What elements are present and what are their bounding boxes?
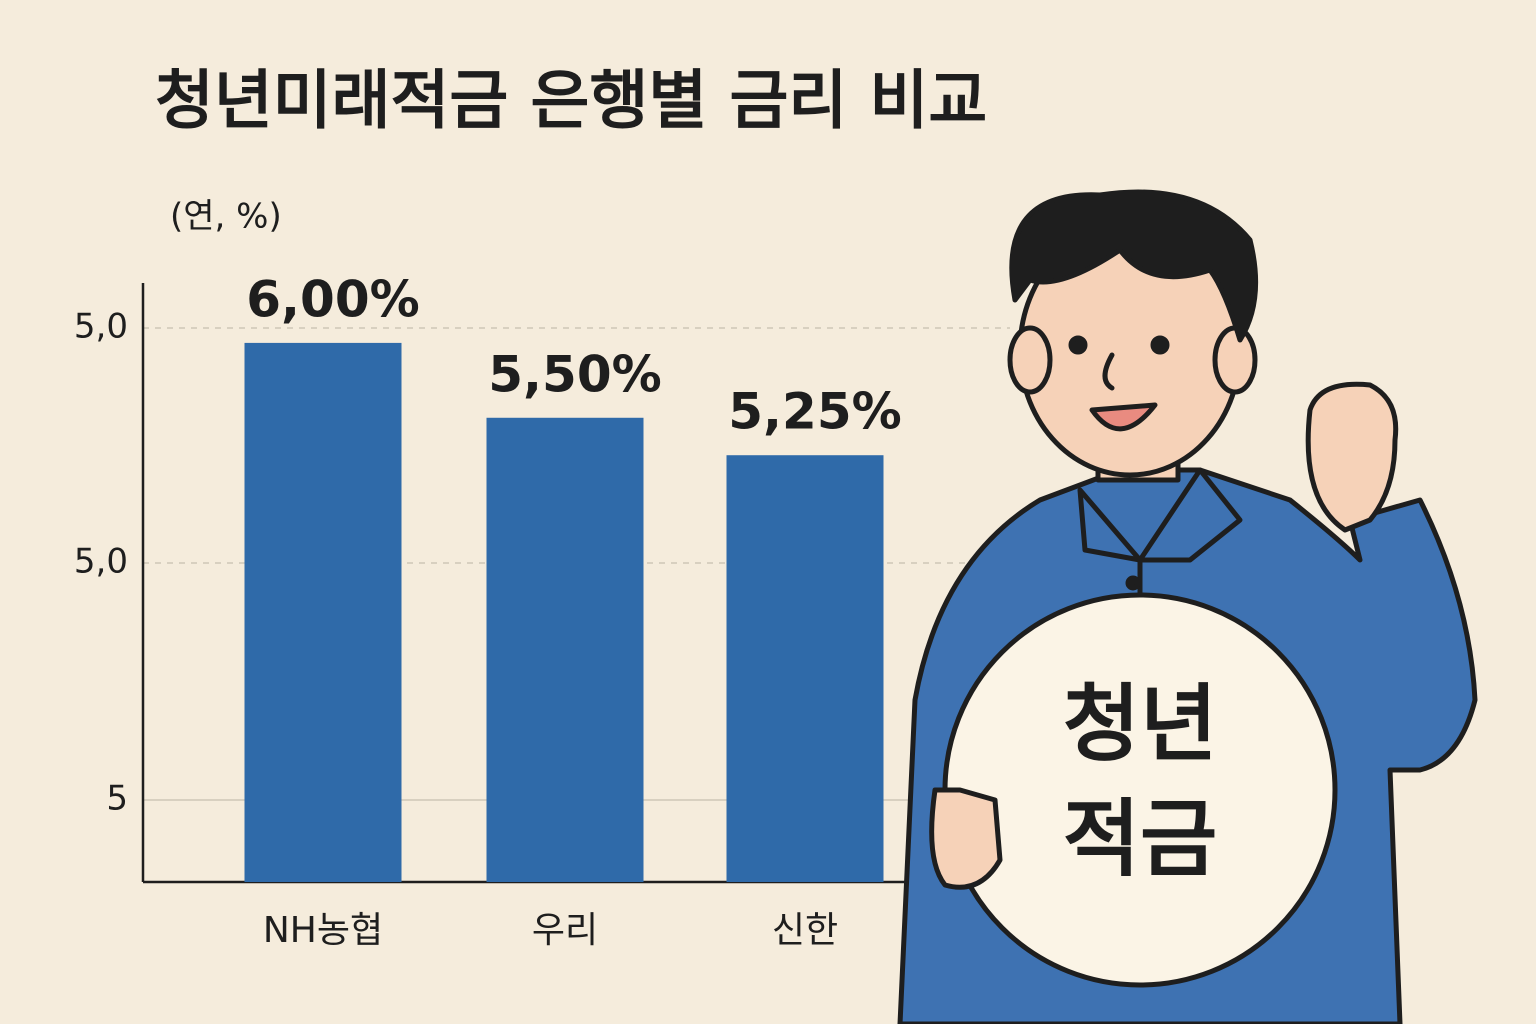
value-label: 6,00% [246,270,419,328]
value-label: 5,25% [728,383,901,441]
x-tick-label: 신한 [772,910,838,951]
bar [244,342,402,882]
chart-title: 청년미래적금 은행별 금리 비교 [155,65,987,139]
value-label: 5,50% [488,345,661,403]
y-tick-label: 5,0 [74,542,128,582]
plot: 5,0 5,0 5 6,00% NH농협 5,50% 우리 5,25% 신한 [74,270,1010,951]
x-tick-label: 우리 [532,910,598,951]
bar [486,417,644,882]
bar [726,455,884,882]
sign-text: 적금 [1063,790,1218,888]
sign-text: 청년 [1063,675,1218,773]
y-tick-label: 5 [106,779,128,819]
y-tick-label: 5,0 [74,307,128,347]
x-tick-label: NH농협 [263,910,383,951]
unit-label: (연, %) [170,197,282,237]
illustration [897,189,1478,1024]
